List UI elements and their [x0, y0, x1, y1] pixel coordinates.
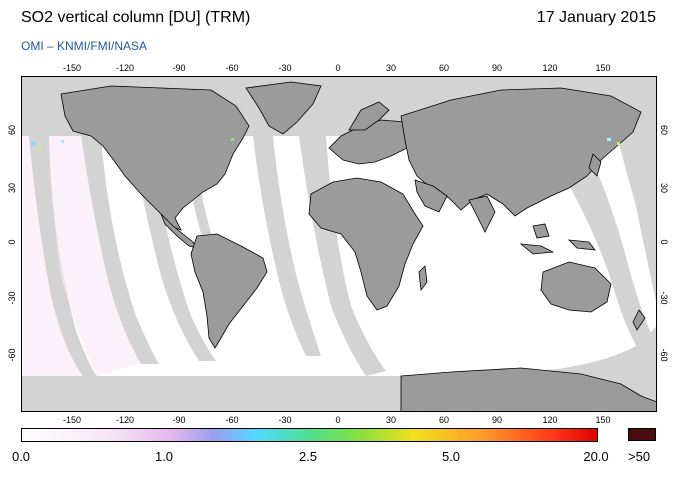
lon-tick-bottom: -30: [278, 415, 292, 425]
australia: [540, 261, 612, 313]
lon-tick-bottom: 120: [542, 415, 558, 425]
south-america: [190, 233, 268, 349]
new-zealand: [632, 309, 646, 331]
lon-tick-bottom: -90: [172, 415, 186, 425]
lon-tick-top: -120: [115, 63, 135, 73]
antarctica: [400, 367, 657, 412]
colorbar-label: 2.5: [298, 449, 318, 464]
lon-tick-bottom: 90: [491, 415, 503, 425]
lat-tick-left: -60: [7, 348, 17, 362]
colorbar-overflow-label: >50: [628, 449, 651, 464]
colorbar-label: 20.0: [583, 449, 609, 464]
lon-tick-bottom: 30: [385, 415, 397, 425]
lon-tick-bottom: -120: [115, 415, 135, 425]
lon-tick-top: 120: [542, 63, 558, 73]
lon-tick-bottom: -60: [225, 415, 239, 425]
colorbar-label: 5.0: [441, 449, 461, 464]
colorbar-label: 0.0: [11, 449, 31, 464]
lat-tick-right: -30: [659, 291, 669, 305]
data-source-credit: OMI – KNMI/FMI/NASA: [21, 39, 148, 53]
scandinavia: [348, 101, 390, 131]
india: [468, 195, 496, 233]
lat-tick-right: 0: [659, 239, 669, 245]
map-date: 17 January 2015: [536, 9, 656, 26]
lon-tick-bottom: 150: [595, 415, 611, 425]
map-title: SO2 vertical column [DU] (TRM): [21, 9, 251, 26]
lon-tick-top: -90: [172, 63, 186, 73]
arabian-peninsula: [414, 179, 448, 213]
lat-tick-left: 30: [7, 182, 17, 194]
lat-tick-left: -30: [7, 291, 17, 305]
world-map: [21, 76, 657, 412]
lon-tick-top: 150: [595, 63, 611, 73]
lat-tick-right: 30: [659, 182, 669, 194]
madagascar: [418, 265, 428, 292]
borneo: [532, 223, 550, 239]
lat-tick-right: -60: [659, 348, 669, 362]
lon-tick-top: -30: [278, 63, 292, 73]
lon-tick-top: 90: [491, 63, 503, 73]
greenland: [245, 81, 322, 135]
colorbar: [21, 428, 598, 442]
colorbar-scale: [21, 428, 598, 442]
lon-tick-top: -150: [62, 63, 82, 73]
low-so2-tint: [21, 136, 141, 376]
lon-tick-top: 0: [335, 63, 341, 73]
north-america: [60, 85, 250, 231]
lat-tick-left: 0: [7, 239, 17, 245]
lat-tick-right: 60: [659, 124, 669, 136]
colorbar-label: 1.0: [154, 449, 174, 464]
lon-tick-top: -60: [225, 63, 239, 73]
colorbar-overflow-swatch: [628, 428, 656, 441]
lon-tick-top: 60: [438, 63, 450, 73]
lon-tick-bottom: 60: [438, 415, 450, 425]
new-guinea: [567, 239, 596, 251]
land-masses: [60, 81, 657, 412]
map-frame: [21, 76, 657, 412]
lon-tick-top: 30: [385, 63, 397, 73]
africa: [308, 177, 424, 311]
lon-tick-bottom: 0: [335, 415, 341, 425]
lon-tick-bottom: -150: [62, 415, 82, 425]
indonesia: [519, 243, 555, 255]
japan: [588, 153, 602, 177]
lat-tick-left: 60: [7, 124, 17, 136]
so2-speckles: [31, 138, 620, 149]
